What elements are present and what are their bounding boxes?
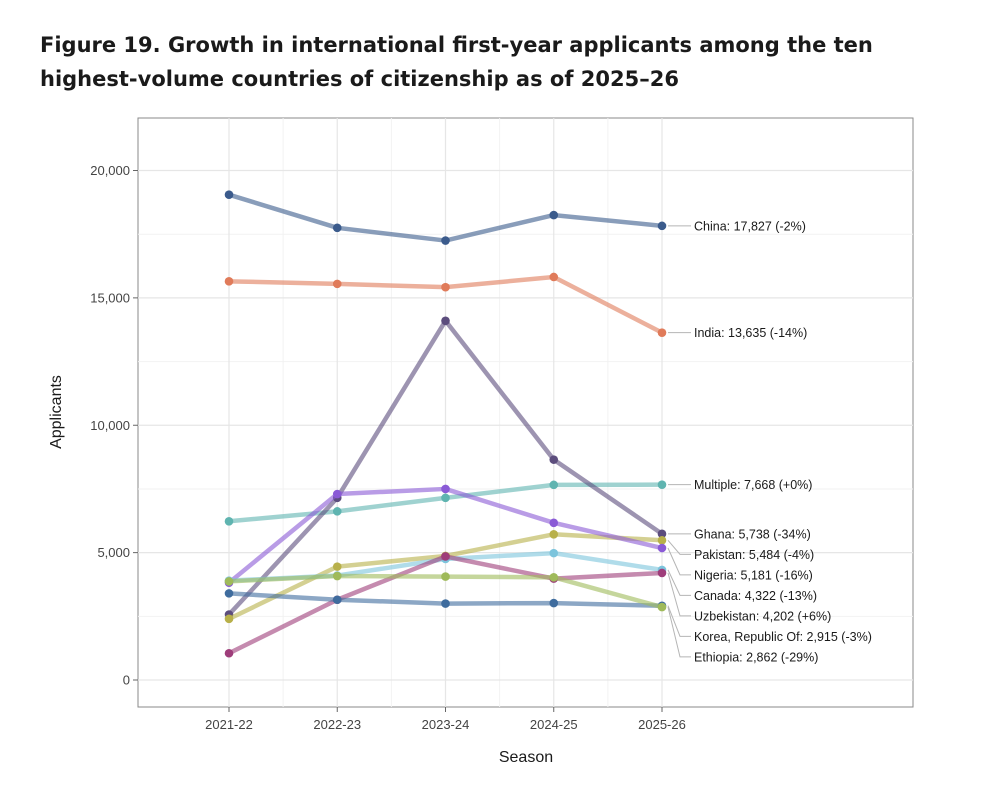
series-lines — [224, 190, 667, 658]
data-point-india — [657, 328, 667, 337]
data-point-nigeria — [549, 518, 559, 528]
series-label-canada: Canada: 4,322 (-13%) — [694, 589, 817, 603]
x-tick-label: 2025-26 — [638, 717, 686, 732]
data-point-ethiopia — [549, 573, 559, 582]
data-point-india — [549, 272, 559, 282]
data-point-korea-republic-of — [549, 598, 559, 608]
leader-line-korea-republic-of — [667, 605, 691, 637]
series-label-uzbekistan: Uzbekistan: 4,202 (+6%) — [694, 609, 831, 623]
y-tick-label: 15,000 — [90, 290, 130, 305]
leader-line-nigeria — [667, 547, 691, 576]
data-point-pakistan — [657, 535, 667, 545]
series-label-korea-republic-of: Korea, Republic Of: 2,915 (-3%) — [694, 630, 872, 644]
x-axis-ticks: 2021-22 2022-23 2023-24 2024-25 2025-26 — [205, 707, 686, 732]
data-point-ghana — [549, 455, 559, 464]
data-point-ethiopia — [224, 577, 234, 586]
data-point-ghana — [441, 316, 450, 326]
data-point-korea-republic-of — [441, 599, 450, 608]
data-point-korea-republic-of — [224, 589, 234, 598]
x-axis-title: Season — [499, 749, 553, 766]
data-point-uzbekistan — [441, 552, 450, 561]
data-point-ethiopia — [657, 602, 667, 612]
data-point-pakistan — [332, 562, 342, 571]
data-point-multiple — [549, 480, 559, 490]
title-container: Figure 19. Growth in international first… — [40, 28, 940, 96]
data-point-india — [332, 279, 342, 289]
data-point-multiple — [332, 507, 342, 516]
data-point-india — [441, 282, 450, 292]
x-tick-label: 2022-23 — [313, 717, 361, 732]
series-labels: China: 17,827 (-2%) India: 13,635 (-14%) M… — [667, 219, 872, 664]
leader-line-ethiopia — [667, 606, 691, 658]
y-tick-label: 5,000 — [97, 545, 130, 560]
y-tick-label: 10,000 — [90, 418, 130, 433]
series-label-nigeria: Nigeria: 5,181 (-16%) — [694, 568, 813, 582]
series-label-multiple: Multiple: 7,668 (+0%) — [694, 478, 812, 492]
data-point-ethiopia — [441, 572, 450, 581]
series-label-ghana: Ghana: 5,738 (-34%) — [694, 527, 811, 541]
y-tick-label: 0 — [123, 673, 130, 688]
data-point-ethiopia — [332, 571, 342, 581]
leader-line-pakistan — [667, 539, 691, 555]
x-tick-label: 2024-25 — [530, 717, 578, 732]
data-point-canada — [549, 548, 559, 558]
data-point-china — [549, 210, 559, 220]
y-axis-ticks: 0 5,000 10,000 15,000 20,000 — [90, 163, 138, 688]
data-point-ghana — [657, 529, 667, 539]
data-point-nigeria — [657, 543, 667, 553]
series-label-ethiopia: Ethiopia: 2,862 (-29%) — [694, 650, 818, 664]
data-point-multiple — [441, 493, 450, 503]
data-point-india — [224, 277, 234, 286]
plot-panel — [137, 117, 914, 708]
y-axis-title: Applicants — [48, 375, 65, 449]
chart-title: Figure 19. Growth in international first… — [40, 33, 873, 91]
data-point-multiple — [657, 480, 667, 489]
data-point-uzbekistan — [657, 568, 667, 578]
data-point-pakistan — [549, 529, 559, 539]
gridlines — [138, 118, 913, 707]
data-point-pakistan — [224, 614, 234, 624]
leader-line-uzbekistan — [667, 572, 691, 617]
data-point-uzbekistan — [224, 648, 234, 658]
series-label-pakistan: Pakistan: 5,484 (-4%) — [694, 548, 814, 562]
data-point-china — [332, 223, 342, 233]
data-point-china — [441, 236, 450, 245]
leader-line-canada — [667, 569, 691, 596]
x-tick-label: 2021-22 — [205, 717, 253, 732]
x-tick-label: 2023-24 — [422, 717, 470, 732]
data-point-nigeria — [332, 489, 342, 499]
data-point-china — [224, 190, 234, 200]
series-label-india: India: 13,635 (-14%) — [694, 326, 807, 340]
data-point-multiple — [224, 516, 234, 526]
y-tick-label: 20,000 — [90, 163, 130, 178]
series-label-china: China: 17,827 (-2%) — [694, 219, 806, 233]
data-point-china — [657, 221, 667, 231]
data-point-korea-republic-of — [332, 595, 342, 605]
data-point-nigeria — [441, 484, 450, 494]
